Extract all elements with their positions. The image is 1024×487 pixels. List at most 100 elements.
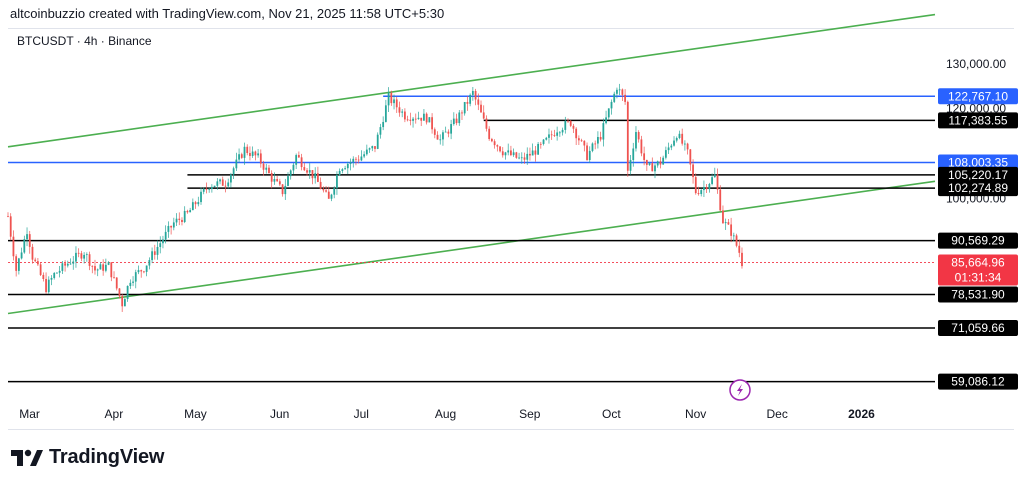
candle-body bbox=[433, 129, 436, 135]
candle-body bbox=[667, 147, 670, 151]
candle-body bbox=[409, 119, 412, 121]
candle-body bbox=[297, 155, 300, 158]
candle-body bbox=[308, 170, 311, 173]
price-chart[interactable]: Mar Apr May Jun Jul Aug Sep Oct Nov Dec 2026 130,00… bbox=[0, 0, 1024, 440]
candle-body bbox=[621, 89, 624, 95]
candle-body bbox=[134, 272, 137, 282]
candle-body bbox=[607, 108, 610, 118]
candle-body bbox=[583, 140, 586, 146]
candle-body bbox=[219, 179, 221, 182]
candle-body bbox=[357, 159, 360, 161]
candle-body bbox=[56, 272, 58, 274]
candle-body bbox=[722, 210, 724, 224]
candle-body bbox=[61, 263, 64, 271]
candle-body bbox=[613, 93, 616, 102]
candle-body bbox=[107, 262, 110, 265]
symbol-line: BTCUSDT · 4h · Binance bbox=[17, 34, 152, 48]
candle-body bbox=[719, 189, 722, 211]
candle-body bbox=[118, 288, 121, 297]
candle-body bbox=[724, 222, 727, 224]
candle-body bbox=[738, 245, 741, 253]
candle-body bbox=[597, 137, 599, 144]
candle-body bbox=[534, 150, 537, 155]
candle-body bbox=[145, 265, 148, 272]
y-tick-label: 120,000.00 bbox=[946, 102, 1006, 116]
candle-body bbox=[341, 169, 344, 171]
candle-body bbox=[692, 164, 694, 178]
candle-body bbox=[28, 234, 31, 247]
candle-body bbox=[194, 202, 197, 205]
x-tick-label: Jul bbox=[354, 407, 369, 421]
candle-body bbox=[287, 176, 289, 186]
candle-body bbox=[64, 263, 66, 266]
candle-body bbox=[735, 235, 738, 246]
candle-body bbox=[635, 132, 637, 149]
candle-body bbox=[276, 179, 279, 182]
candle-body bbox=[175, 218, 178, 223]
candle-body bbox=[526, 153, 529, 160]
candle-body bbox=[156, 246, 159, 255]
candle-body bbox=[496, 145, 499, 147]
candle-body bbox=[376, 134, 379, 149]
candle-body bbox=[371, 146, 374, 149]
candle-body bbox=[178, 218, 181, 220]
candle-body bbox=[257, 153, 259, 156]
candle-body bbox=[689, 149, 692, 165]
candle-body bbox=[643, 153, 646, 160]
candle-body bbox=[567, 120, 569, 122]
candle-body bbox=[363, 154, 366, 157]
x-tick-label: May bbox=[184, 407, 207, 421]
candle-body bbox=[499, 146, 501, 152]
candle-body bbox=[716, 174, 719, 190]
price-tag bbox=[938, 180, 1018, 197]
candle-body bbox=[490, 139, 493, 142]
candle-body bbox=[594, 143, 597, 145]
x-tick-label: Aug bbox=[435, 407, 456, 421]
candle-body bbox=[295, 155, 298, 165]
candle-body bbox=[713, 174, 716, 178]
candle-body bbox=[654, 165, 656, 172]
candle-body bbox=[221, 179, 224, 186]
candle-body bbox=[561, 129, 564, 133]
price-tag bbox=[938, 166, 1018, 183]
y-tick-label: 130,000.00 bbox=[946, 57, 1006, 71]
price-tag-label: 78,531.90 bbox=[951, 288, 1005, 302]
candle-body bbox=[741, 252, 743, 267]
candle-body bbox=[26, 234, 28, 240]
candle-body bbox=[711, 177, 713, 184]
candle-body bbox=[17, 258, 20, 271]
candle-body bbox=[80, 253, 83, 259]
candle-body bbox=[170, 225, 173, 228]
candle-body bbox=[268, 167, 270, 174]
candle-body bbox=[210, 186, 213, 189]
candle-body bbox=[360, 156, 363, 161]
tradingview-brand: TradingView bbox=[11, 446, 164, 469]
candle-body bbox=[637, 132, 640, 140]
candle-body bbox=[311, 170, 314, 179]
candle-body bbox=[599, 137, 602, 140]
candle-body bbox=[265, 167, 268, 170]
candle-body bbox=[349, 162, 352, 164]
candle-body bbox=[488, 128, 491, 140]
candle-body bbox=[37, 261, 39, 265]
candle-body bbox=[390, 92, 393, 104]
candle-body bbox=[246, 146, 249, 154]
candle-body bbox=[189, 210, 192, 213]
price-tag-label: 71,059.66 bbox=[951, 321, 1005, 335]
candle-body bbox=[632, 148, 635, 161]
candle-body bbox=[102, 264, 105, 271]
candle-body bbox=[330, 194, 333, 199]
price-tag bbox=[938, 154, 1018, 171]
candle-body bbox=[300, 157, 303, 168]
candle-body bbox=[83, 254, 86, 259]
x-tick-label: Mar bbox=[19, 407, 40, 421]
candle-body bbox=[553, 135, 556, 136]
candle-body bbox=[588, 150, 591, 160]
candle-body bbox=[545, 137, 548, 140]
candle-body bbox=[333, 188, 336, 195]
candle-body bbox=[208, 188, 211, 190]
candle-body bbox=[602, 123, 605, 140]
candle-body bbox=[344, 168, 346, 170]
candle-body bbox=[167, 225, 170, 232]
candle-body bbox=[172, 222, 175, 228]
